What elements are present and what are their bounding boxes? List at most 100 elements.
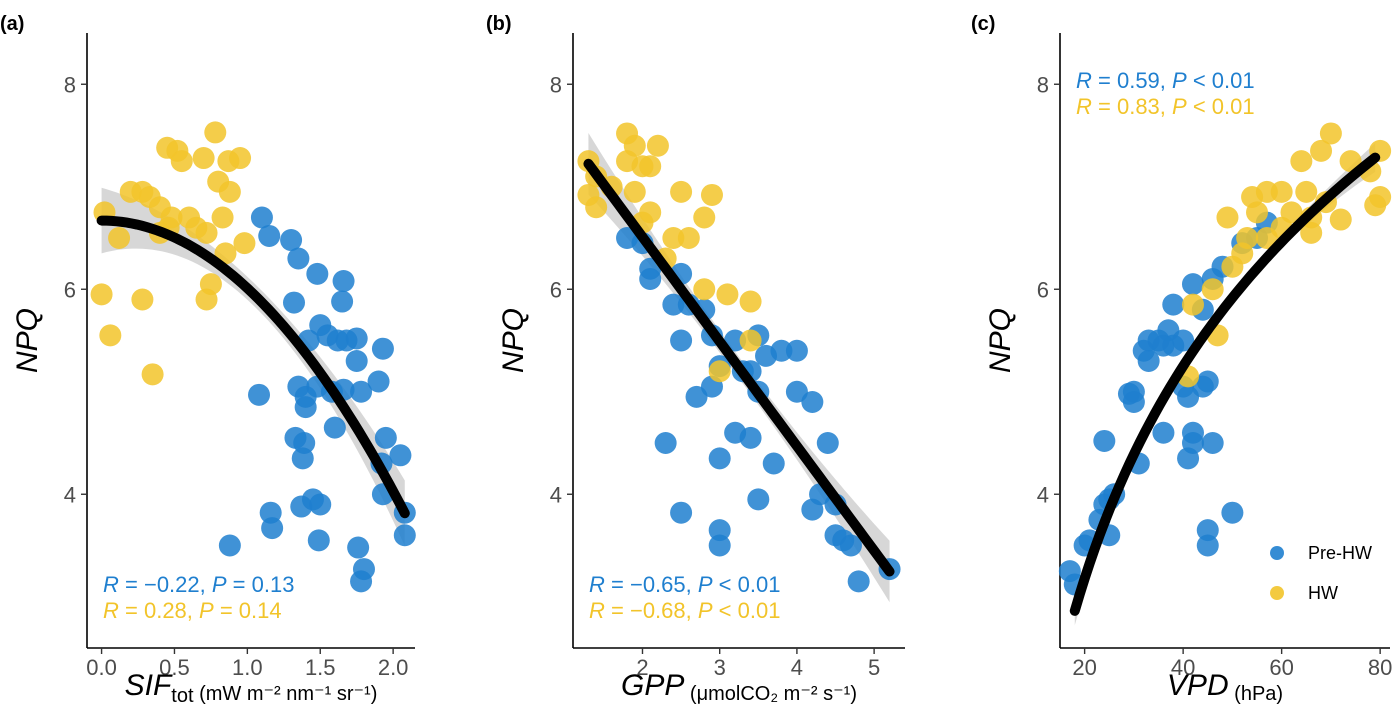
- pre-hw-point: [350, 380, 373, 403]
- stat-p-symbol: P: [698, 598, 713, 623]
- stat-eq: =: [1092, 68, 1117, 93]
- hw-point: [700, 183, 723, 206]
- stat-sep: ,: [1160, 68, 1172, 93]
- x-tick-label: 0.5: [159, 655, 190, 680]
- hw-point: [677, 227, 700, 249]
- pre-hw-point: [371, 337, 394, 360]
- pre-hw-point: [306, 262, 329, 285]
- stat-op: <: [713, 572, 738, 597]
- stat-r-value: −0.68: [630, 598, 686, 623]
- hw-point: [646, 134, 669, 157]
- hw-point: [639, 155, 662, 178]
- pre-hw-point: [323, 416, 346, 439]
- fit-line: [1069, 152, 1381, 616]
- stat-r-symbol: R: [589, 598, 605, 623]
- pre-hw-point: [1196, 519, 1219, 542]
- stat-op: =: [214, 598, 239, 623]
- hw-point: [141, 363, 164, 386]
- x-axis-label-main: VPD: [1167, 669, 1229, 702]
- stat-p-value: 0.13: [252, 572, 295, 597]
- hw-point: [108, 227, 131, 249]
- stat-p-value: 0.14: [239, 598, 282, 623]
- panel-c: (c) 4 6 8 20 40 60 80 NPQ VPD (hPa) R = 0.59, P < …: [971, 13, 1392, 705]
- panel-a: (a) 4 6 8 0.0 0.5 1.0 1.5 2.0 NPQ SIFtot (mW m⁻² n…: [0, 13, 416, 707]
- pre-hw-point: [785, 339, 808, 362]
- y-tick-label: 8: [64, 72, 76, 97]
- hw-point: [214, 242, 237, 265]
- hw-point: [1295, 180, 1318, 203]
- stat-eq: =: [1092, 94, 1117, 119]
- stat-r-symbol: R: [103, 598, 119, 623]
- pre-hw-point: [374, 426, 397, 449]
- stat-r-value: 0.83: [1117, 94, 1160, 119]
- pre-hw-point: [1181, 273, 1204, 296]
- stat-eq: =: [605, 598, 630, 623]
- stat-p-value: 0.01: [738, 572, 781, 597]
- stat-p-symbol: P: [1172, 94, 1187, 119]
- hw-point: [192, 147, 215, 170]
- y-tick-label: 8: [1037, 72, 1049, 97]
- stat-r-symbol: R: [103, 572, 119, 597]
- pre-hw-point: [770, 339, 793, 362]
- hw-point: [577, 183, 600, 206]
- x-tick-label: 2: [636, 655, 648, 680]
- x-tick-label: 3: [714, 655, 726, 680]
- x-axis-label: GPP (μmolCO₂ m⁻² s⁻¹): [621, 669, 857, 705]
- panel-label: (c): [971, 13, 995, 35]
- pre-hw-point: [393, 524, 416, 547]
- stat-op: <: [713, 598, 738, 623]
- hw-point: [693, 278, 716, 301]
- stat-eq: =: [119, 598, 144, 623]
- pre-hw-point: [389, 444, 412, 467]
- hw-point: [211, 206, 234, 229]
- x-tick-label: 0.0: [86, 655, 117, 680]
- pre-hw-point: [785, 380, 808, 403]
- y-axis-label: NPQ: [497, 308, 530, 373]
- x-axis-label: SIFtot (mW m⁻² nm⁻¹ sr⁻¹): [125, 669, 378, 707]
- x-tick-label: 80: [1368, 655, 1392, 680]
- pre-hw-point: [1221, 501, 1244, 524]
- pre-hw-point: [294, 396, 317, 419]
- stat-sep: ,: [686, 572, 698, 597]
- hw-point: [131, 288, 154, 311]
- pre-hw-point: [307, 529, 330, 552]
- pre-hw-point: [816, 432, 839, 454]
- pre-hw-point: [250, 206, 273, 229]
- stat-pre_hw: R = −0.22, P = 0.13: [103, 572, 294, 597]
- y-tick-label: 8: [550, 72, 562, 97]
- hw-point: [739, 290, 762, 313]
- y-tick-label: 6: [1037, 277, 1049, 302]
- x-axis-label-unit: (mW m⁻² nm⁻¹ sr⁻¹): [194, 683, 378, 705]
- stat-eq: =: [119, 572, 144, 597]
- stat-p-symbol: P: [698, 572, 713, 597]
- pre-hw-point: [347, 536, 370, 559]
- pre-hw-point: [824, 524, 847, 547]
- panel-label: (a): [0, 13, 24, 35]
- stat-op: <: [1187, 68, 1212, 93]
- x-tick-label: 4: [791, 655, 803, 680]
- hw-point: [1181, 293, 1204, 316]
- stat-r-value: −0.22: [144, 572, 200, 597]
- stat-sep: ,: [1160, 94, 1172, 119]
- legend-swatch-hw: [1270, 586, 1284, 600]
- hw-point: [1290, 150, 1313, 173]
- pre-hw-point: [1152, 421, 1175, 444]
- pre-hw-point: [218, 534, 241, 557]
- pre-hw-point: [762, 452, 785, 475]
- pre-hw-point: [1093, 429, 1116, 452]
- x-axis-label-unit: (μmolCO₂ m⁻² s⁻¹): [684, 683, 857, 705]
- stat-sep: ,: [686, 598, 698, 623]
- stat-p-value: 0.01: [1212, 68, 1255, 93]
- hw-point: [204, 121, 227, 144]
- stat-op: =: [227, 572, 252, 597]
- pre-hw-point: [1181, 432, 1204, 454]
- x-tick-label: 5: [868, 655, 880, 680]
- stat-pre_hw: R = −0.65, P < 0.01: [589, 572, 780, 597]
- hw-point: [90, 283, 113, 306]
- y-tick-label: 6: [64, 277, 76, 302]
- pre-hw-point: [708, 447, 731, 470]
- pre-hw-point: [839, 534, 862, 557]
- panel-label: (b): [486, 13, 512, 35]
- y-tick-label: 4: [550, 482, 562, 507]
- pre-hw-point: [662, 293, 685, 316]
